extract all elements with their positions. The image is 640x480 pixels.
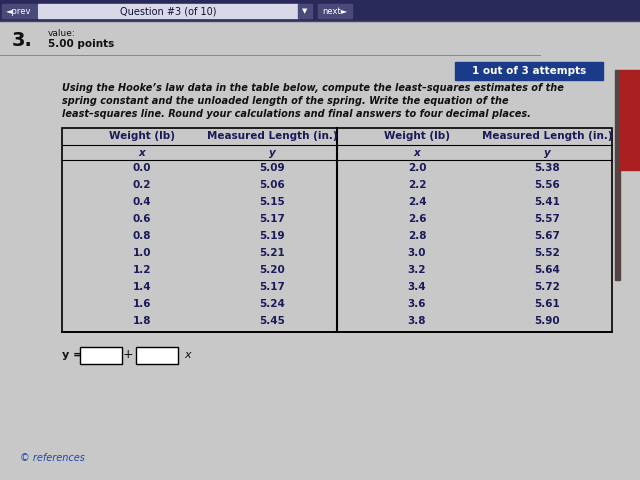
Text: 3.8: 3.8 <box>408 316 426 326</box>
Text: 2.4: 2.4 <box>408 197 426 207</box>
Text: 1.8: 1.8 <box>132 316 151 326</box>
Text: 0.6: 0.6 <box>132 214 151 224</box>
Text: 1.4: 1.4 <box>132 282 151 292</box>
Text: 0.0: 0.0 <box>132 163 151 173</box>
Text: 5.21: 5.21 <box>259 248 285 258</box>
Text: spring constant and the unloaded length of the spring. Write the equation of the: spring constant and the unloaded length … <box>62 96 509 106</box>
Bar <box>2 4 36 18</box>
Text: 3.6: 3.6 <box>408 299 426 309</box>
Text: 0.8: 0.8 <box>132 231 151 241</box>
Text: least–squares line. Round your calculations and final answers to four decimal pl: least–squares line. Round your calculati… <box>62 109 531 119</box>
Text: 5.56: 5.56 <box>534 180 560 190</box>
Text: 5.41: 5.41 <box>534 197 560 207</box>
Text: 0.2: 0.2 <box>132 180 151 190</box>
Text: 5.61: 5.61 <box>534 299 560 309</box>
Text: © references: © references <box>20 453 85 463</box>
Text: x: x <box>139 148 145 158</box>
Text: 0.4: 0.4 <box>132 197 151 207</box>
Bar <box>80 347 122 364</box>
Text: 2.0: 2.0 <box>408 163 426 173</box>
Text: 5.20: 5.20 <box>259 265 285 275</box>
Text: 1.2: 1.2 <box>132 265 151 275</box>
Text: 2.6: 2.6 <box>408 214 426 224</box>
Text: x: x <box>413 148 420 158</box>
Text: 5.19: 5.19 <box>259 231 285 241</box>
Text: Question #3 (of 10): Question #3 (of 10) <box>120 6 216 16</box>
Text: +: + <box>123 348 133 361</box>
Text: 5.17: 5.17 <box>259 282 285 292</box>
Text: 3.: 3. <box>12 31 33 49</box>
Text: 3.4: 3.4 <box>408 282 426 292</box>
Text: 5.52: 5.52 <box>534 248 560 258</box>
Bar <box>0 0 640 20</box>
Text: x: x <box>184 350 191 360</box>
Text: 5.67: 5.67 <box>534 231 560 241</box>
Text: y: y <box>543 148 550 158</box>
Text: 5.09: 5.09 <box>259 163 285 173</box>
Text: 1 out of 3 attempts: 1 out of 3 attempts <box>472 66 586 76</box>
Text: 5.00 points: 5.00 points <box>48 39 115 49</box>
Text: next►: next► <box>323 7 348 15</box>
Bar <box>620 70 640 170</box>
Text: 5.24: 5.24 <box>259 299 285 309</box>
Text: 5.06: 5.06 <box>259 180 285 190</box>
Text: ◄prev: ◄prev <box>6 7 32 15</box>
Text: 2.8: 2.8 <box>408 231 426 241</box>
Bar <box>615 70 620 280</box>
Bar <box>455 62 603 80</box>
Text: 3.0: 3.0 <box>408 248 426 258</box>
Text: Using the Hooke’s law data in the table below, compute the least–squares estimat: Using the Hooke’s law data in the table … <box>62 83 564 93</box>
Text: value:: value: <box>48 29 76 38</box>
Bar <box>318 4 352 18</box>
Text: 1.6: 1.6 <box>132 299 151 309</box>
Text: 5.17: 5.17 <box>259 214 285 224</box>
Text: 5.15: 5.15 <box>259 197 285 207</box>
Text: 1.0: 1.0 <box>132 248 151 258</box>
Bar <box>62 128 612 332</box>
Text: 5.90: 5.90 <box>534 316 560 326</box>
Text: 2.2: 2.2 <box>408 180 426 190</box>
Text: y: y <box>269 148 275 158</box>
Text: Weight (lb): Weight (lb) <box>109 131 175 141</box>
Text: 5.45: 5.45 <box>259 316 285 326</box>
Text: 3.2: 3.2 <box>408 265 426 275</box>
Text: 5.38: 5.38 <box>534 163 560 173</box>
Text: y =: y = <box>62 350 83 360</box>
Text: Measured Length (in.): Measured Length (in.) <box>482 131 612 141</box>
Bar <box>298 4 312 18</box>
Text: 5.64: 5.64 <box>534 265 560 275</box>
Text: Weight (lb): Weight (lb) <box>384 131 450 141</box>
Text: 5.72: 5.72 <box>534 282 560 292</box>
Bar <box>136 347 178 364</box>
Bar <box>38 4 298 18</box>
Text: Measured Length (in.): Measured Length (in.) <box>207 131 337 141</box>
Text: ▼: ▼ <box>302 8 308 14</box>
Text: 5.57: 5.57 <box>534 214 560 224</box>
